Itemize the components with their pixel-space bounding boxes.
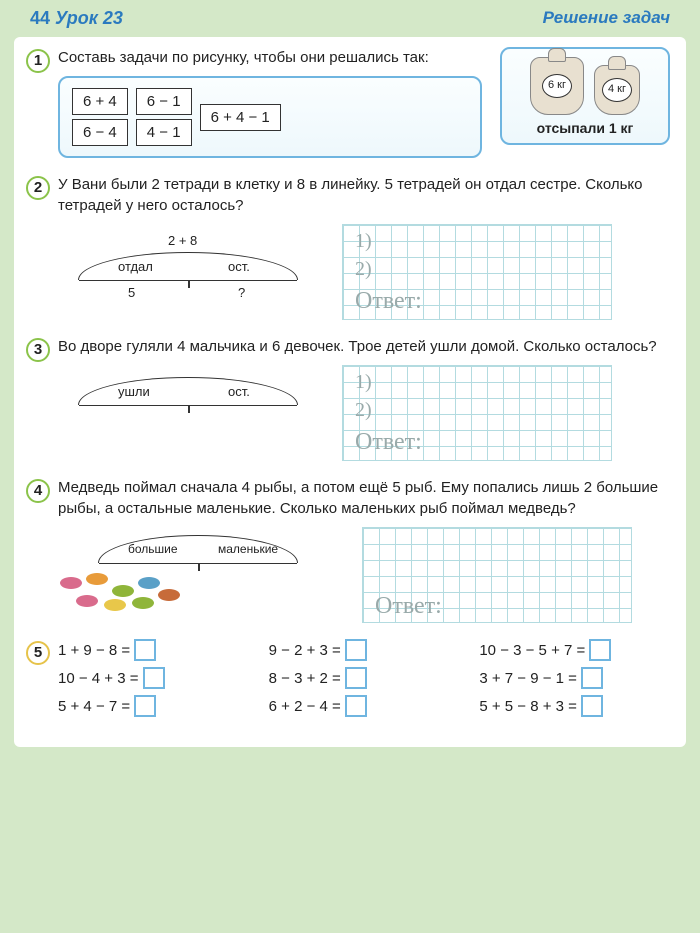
equation-text: 3 + 7 − 9 − 1 = — [479, 668, 577, 689]
fish-icon — [76, 595, 98, 607]
diagram-label: маленькие — [218, 541, 278, 558]
task-text: Составь задачи по рисунку, чтобы они реш… — [58, 47, 482, 68]
answer-line: 1) — [355, 227, 372, 255]
equation-text: 9 − 2 + 3 = — [269, 640, 341, 661]
task-text: У Вани были 2 тетради в клетку и 8 в лин… — [58, 174, 670, 216]
diagram-label: ост. — [228, 383, 250, 401]
page-header: 44 Урок 23 Решение задач — [0, 0, 700, 37]
task-number: 4 — [26, 479, 50, 503]
task-3: 3 Во дворе гуляли 4 мальчика и 6 девочек… — [30, 336, 670, 461]
answer-blank[interactable] — [581, 667, 603, 689]
answer-blank[interactable] — [345, 695, 367, 717]
answer-label: Ответ: — [355, 285, 422, 319]
header-title: Решение задач — [543, 8, 670, 29]
equation: 5 + 4 − 7 = — [58, 695, 249, 717]
task-2: 2 У Вани были 2 тетради в клетку и 8 в л… — [30, 174, 670, 320]
fish-icon — [86, 573, 108, 585]
bag-label: 6 кг — [542, 74, 572, 98]
equation-text: 6 + 2 − 4 = — [269, 696, 341, 717]
equation-box: 6 − 1 — [136, 88, 192, 115]
task-text: Во дворе гуляли 4 мальчика и 6 девочек. … — [58, 336, 670, 357]
answer-blank[interactable] — [134, 639, 156, 661]
diagram-top-label: 2 + 8 — [168, 232, 197, 250]
page-number: 44 — [30, 8, 50, 28]
task-number: 1 — [26, 49, 50, 73]
equation: 5 + 5 − 8 + 3 = — [479, 695, 670, 717]
answer-label: Ответ: — [355, 426, 422, 460]
task-text: Медведь поймал сначала 4 рыбы, а потом е… — [58, 477, 670, 519]
answer-line: 1) — [355, 368, 372, 396]
answer-blank[interactable] — [134, 695, 156, 717]
answer-grid[interactable]: 1) 2) Ответ: — [342, 224, 612, 320]
fish-icon — [158, 589, 180, 601]
diagram-label: отдал — [118, 258, 153, 276]
equation-text: 10 − 3 − 5 + 7 = — [479, 640, 585, 661]
task-number: 2 — [26, 176, 50, 200]
equation-text: 10 − 4 + 3 = — [58, 668, 139, 689]
answer-blank[interactable] — [581, 695, 603, 717]
answer-line: 2) — [355, 255, 372, 283]
answer-grid[interactable]: 1) 2) Ответ: — [342, 365, 612, 461]
equation: 10 − 3 − 5 + 7 = — [479, 639, 670, 661]
diagram-value: 5 — [128, 284, 135, 302]
equation: 3 + 7 − 9 − 1 = — [479, 667, 670, 689]
equation-row: 5 + 4 − 7 = 6 + 2 − 4 = 5 + 5 − 8 + 3 = — [58, 695, 670, 717]
equation-box: 4 − 1 — [136, 119, 192, 146]
bag-icon: 6 кг — [530, 57, 584, 115]
fish-icon — [112, 585, 134, 597]
answer-label: Ответ: — [375, 590, 442, 624]
fish-icon — [132, 597, 154, 609]
task-4: 4 Медведь поймал сначала 4 рыбы, а потом… — [30, 477, 670, 623]
lesson-label: Урок 23 — [55, 8, 123, 28]
answer-blank[interactable] — [345, 639, 367, 661]
equation-text: 5 + 4 − 7 = — [58, 696, 130, 717]
equation-text: 5 + 5 − 8 + 3 = — [479, 696, 577, 717]
equation: 10 − 4 + 3 = — [58, 667, 249, 689]
task-number: 3 — [26, 338, 50, 362]
answer-line: 2) — [355, 396, 372, 424]
answer-grid[interactable]: Ответ: — [362, 527, 632, 623]
task-1: 1 Составь задачи по рисунку, чтобы они р… — [30, 47, 670, 158]
equation-box: 6 + 4 − 1 — [200, 104, 281, 131]
task-number: 5 — [26, 641, 50, 665]
header-left: 44 Урок 23 — [30, 8, 123, 29]
diagram-label: большие — [128, 541, 178, 558]
answer-blank[interactable] — [589, 639, 611, 661]
diagram-label: ост. — [228, 258, 250, 276]
equation: 8 − 3 + 2 = — [269, 667, 460, 689]
equation-box: 6 + 4 — [72, 88, 128, 115]
answer-blank[interactable] — [345, 667, 367, 689]
fish-icon — [138, 577, 160, 589]
diagram-value: ? — [238, 284, 245, 302]
equation-row: 10 − 4 + 3 = 8 − 3 + 2 = 3 + 7 − 9 − 1 = — [58, 667, 670, 689]
equation-panel: 6 + 4 6 − 4 6 − 1 4 − 1 6 + 4 − 1 — [58, 76, 482, 158]
bags-caption: отсыпали 1 кг — [512, 119, 658, 139]
segment-diagram: 2 + 8 отдал ост. 5 ? — [58, 224, 328, 304]
equation: 9 − 2 + 3 = — [269, 639, 460, 661]
equation: 6 + 2 − 4 = — [269, 695, 460, 717]
equation: 1 + 9 − 8 = — [58, 639, 249, 661]
page-body: 1 Составь задачи по рисунку, чтобы они р… — [14, 37, 686, 747]
equation-row: 1 + 9 − 8 = 9 − 2 + 3 = 10 − 3 − 5 + 7 = — [58, 639, 670, 661]
equation-text: 8 − 3 + 2 = — [269, 668, 341, 689]
task-5: 5 1 + 9 − 8 =9 − 2 + 3 =10 − 3 − 5 + 7 =… — [30, 639, 670, 717]
diagram-label: ушли — [118, 383, 150, 401]
segment-diagram: большие маленькие — [58, 527, 328, 571]
answer-blank[interactable] — [143, 667, 165, 689]
bags-panel: 6 кг 4 кг отсыпали 1 кг — [500, 47, 670, 145]
equation-box: 6 − 4 — [72, 119, 128, 146]
bag-label: 4 кг — [602, 78, 632, 102]
fish-icon — [104, 599, 126, 611]
equation-text: 1 + 9 − 8 = — [58, 640, 130, 661]
fish-icon — [60, 577, 82, 589]
fish-illustration — [58, 571, 188, 611]
bag-icon: 4 кг — [594, 65, 640, 115]
segment-diagram: ушли ост. — [58, 365, 328, 425]
